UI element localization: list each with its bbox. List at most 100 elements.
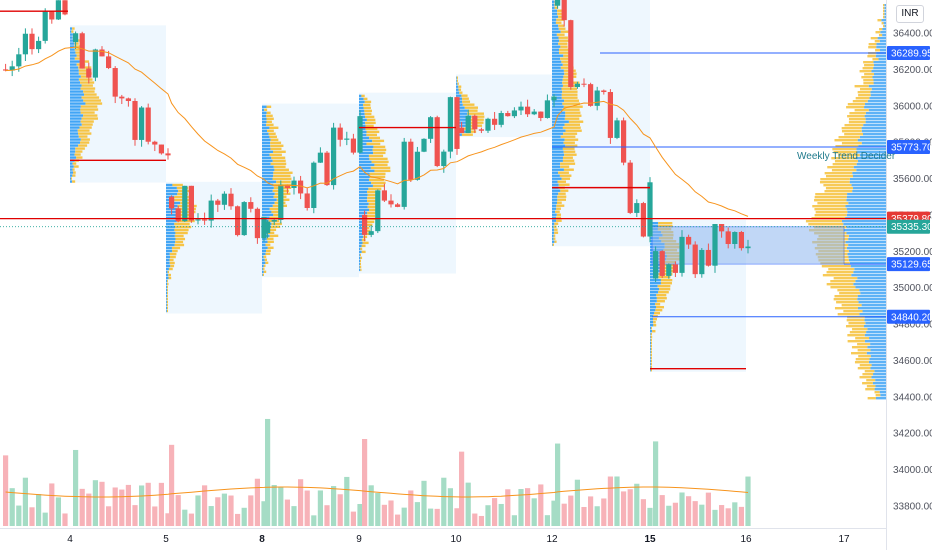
candle-body (248, 202, 254, 209)
profile-bar-down (359, 193, 368, 197)
volume-bar (158, 482, 164, 526)
price-tag-box (887, 257, 930, 272)
composite-profile-bar-up (824, 172, 853, 175)
profile-bar-down (650, 330, 653, 333)
composite-profile-bar-down (856, 169, 886, 172)
profile-bar-down (650, 321, 654, 324)
profile-bar-down (552, 93, 562, 96)
volume-bar (594, 506, 600, 526)
profile-bar-up (653, 324, 657, 327)
price-tag-label: 35129.65 (891, 260, 932, 271)
composite-profile-bar-up (864, 370, 875, 373)
profile-bar-up (562, 108, 580, 111)
profile-bar-up (269, 126, 279, 129)
composite-profile-bar-up (841, 142, 862, 145)
profile-bar-down (166, 234, 175, 238)
composite-profile-bar-up (867, 397, 876, 400)
profile-bar-up (78, 69, 90, 72)
composite-profile-bar-down (871, 364, 886, 367)
profile-bar-up (80, 120, 94, 123)
profile-bar-up (174, 243, 185, 247)
profile-bar-down (70, 165, 74, 168)
profile-bar-down (262, 132, 269, 135)
composite-profile-bar-up (819, 181, 850, 184)
composite-profile-bar-down (870, 349, 886, 352)
profile-bar-up (80, 87, 96, 90)
composite-profile-bar-down (865, 112, 886, 115)
composite-profile-bar-up (862, 67, 874, 70)
profile-bar-up (562, 126, 581, 129)
profile-bar-down (70, 57, 75, 60)
profile-bar-down (70, 33, 73, 36)
profile-bar-down (70, 108, 81, 111)
profile-bar-down (650, 225, 659, 228)
composite-profile-bar-down (876, 43, 886, 46)
profile-bar-down (359, 118, 367, 122)
profile-bar-up (81, 84, 93, 87)
composite-profile-bar-down (880, 49, 886, 52)
composite-profile-bar-down (870, 343, 886, 346)
volume-bar (498, 503, 504, 526)
profile-bar-up (72, 168, 75, 171)
profile-bar-up (372, 139, 385, 143)
volume-bar (492, 498, 498, 526)
candle-body (544, 100, 550, 118)
composite-profile-bar-up (845, 325, 864, 328)
composite-profile-bar-up (848, 118, 866, 121)
profile-bar-down (166, 213, 178, 217)
profile-bar-down (552, 219, 557, 222)
profile-bar-down (70, 36, 73, 39)
profile-bar-up (361, 238, 366, 242)
profile-bar-down (262, 186, 274, 189)
profile-bar-up (558, 171, 569, 174)
profile-bar-down (552, 78, 563, 81)
composite-profile-bar-up (833, 277, 858, 280)
profile-bar-up (556, 33, 565, 36)
profile-bar-down (552, 111, 566, 114)
profile-bar-down (70, 90, 84, 93)
profile-bar-down (262, 105, 267, 108)
candle-body (454, 97, 460, 149)
volume-bar (29, 507, 35, 526)
profile-bar-up (555, 21, 562, 24)
volume-bar (601, 498, 607, 526)
composite-profile-bar-up (860, 88, 872, 91)
profile-bar-down (456, 109, 468, 112)
volume-average-line (5, 486, 749, 498)
profile-bar-down (262, 111, 267, 114)
profile-bar-up (174, 222, 190, 226)
composite-profile-bar-up (824, 190, 853, 193)
volume-bar (647, 507, 653, 526)
candle-body (381, 190, 387, 201)
profile-bar-up (363, 103, 371, 107)
profile-bar-up (653, 321, 656, 324)
overlay-layer (5, 46, 749, 498)
profile-bar-down (552, 105, 564, 108)
candle-body (745, 246, 751, 249)
composite-profile-bar-down (846, 226, 886, 229)
candle-body (331, 127, 337, 186)
profile-bar-up (558, 24, 565, 27)
profile-bar-up (562, 156, 573, 159)
volume-bar (712, 509, 718, 526)
composite-profile-bar-down (852, 187, 886, 190)
profile-bar-up (369, 172, 386, 176)
profile-bar-up (372, 184, 385, 188)
composite-profile-bar-up (870, 37, 878, 40)
composite-profile-bar-down (865, 121, 886, 124)
composite-profile-bar-up (883, 16, 885, 19)
profile-bar-down (650, 369, 651, 372)
composite-profile-bar-down (859, 289, 886, 292)
profile-bar-down (359, 196, 368, 200)
profile-bar-up (458, 88, 462, 91)
profile-bar-up (372, 148, 387, 152)
composite-profile-bar-up (830, 286, 856, 289)
candle-body (304, 193, 310, 208)
candle-body (395, 204, 401, 207)
profile-bar-up (77, 129, 90, 132)
profile-bar-up (78, 78, 93, 81)
volume-bar (738, 506, 744, 526)
currency-button[interactable]: INR (896, 5, 924, 23)
profile-bar-down (650, 318, 654, 321)
